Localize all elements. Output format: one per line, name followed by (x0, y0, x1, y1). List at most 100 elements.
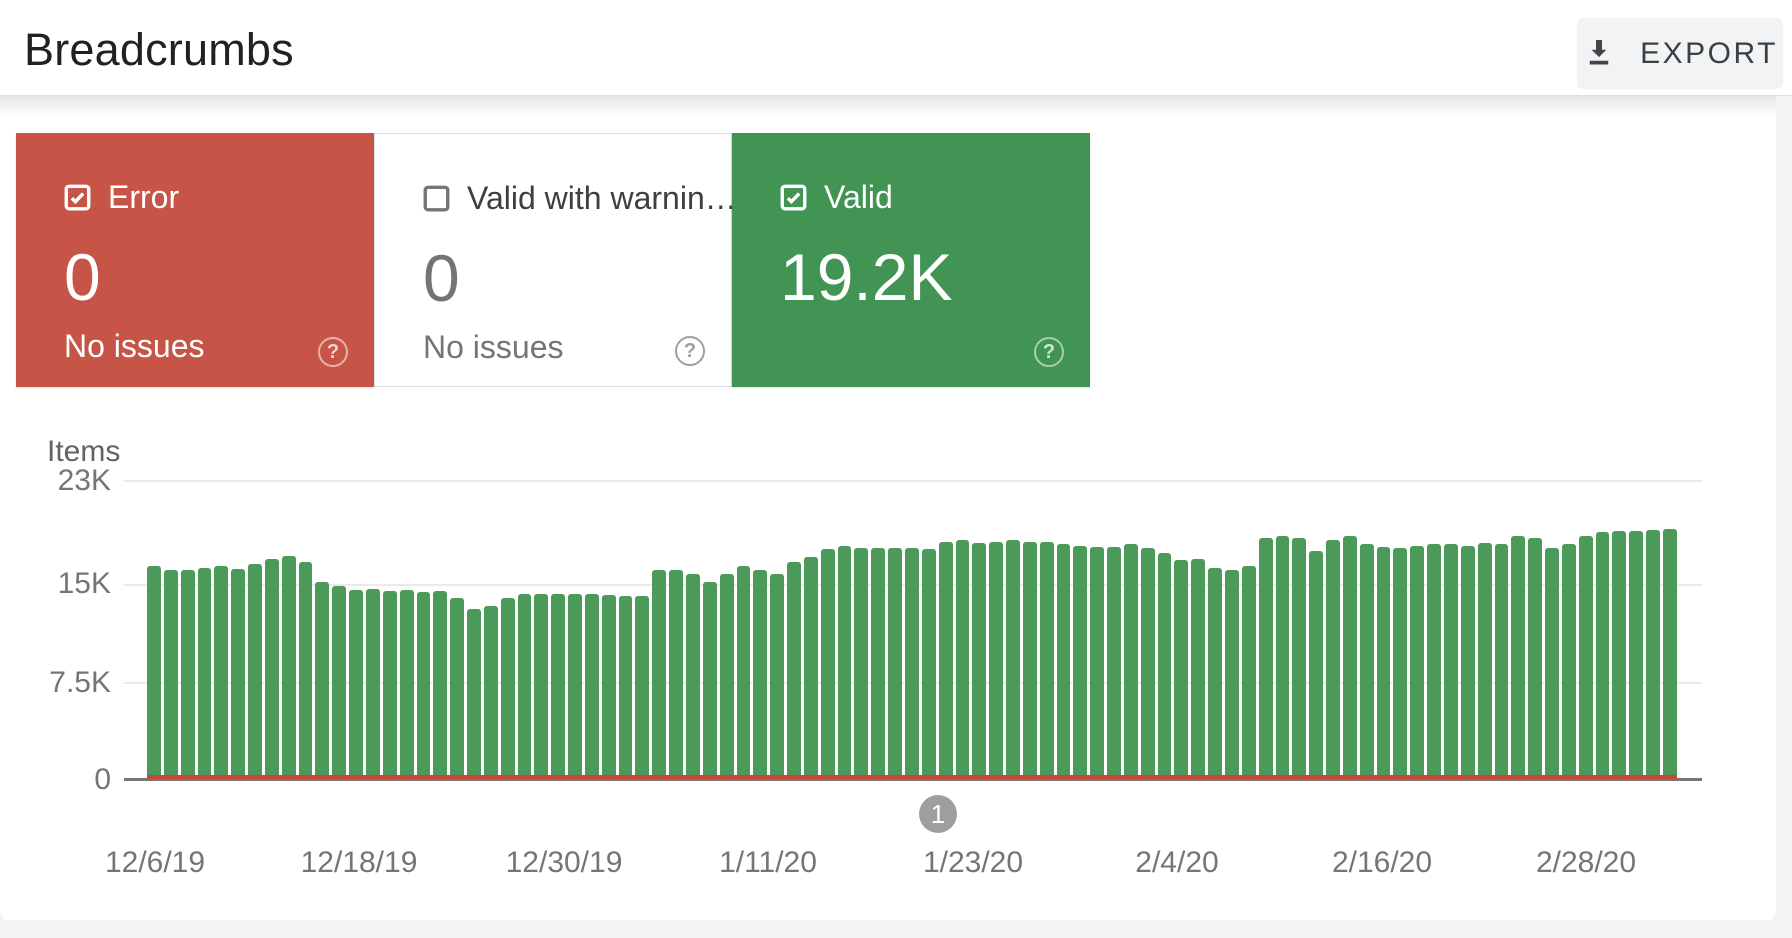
bar[interactable] (568, 594, 582, 779)
bar[interactable] (450, 598, 465, 779)
bar[interactable] (921, 549, 936, 779)
bar[interactable] (382, 591, 397, 779)
bar[interactable] (264, 559, 279, 779)
bar[interactable] (1309, 551, 1324, 779)
bar[interactable] (1477, 543, 1492, 779)
bar[interactable] (1595, 532, 1610, 779)
bar[interactable] (736, 566, 751, 779)
bar[interactable] (1561, 544, 1576, 779)
bar[interactable] (787, 562, 801, 779)
annotation-marker[interactable]: 1 (919, 795, 957, 833)
bar[interactable] (281, 556, 296, 779)
bar[interactable] (1292, 538, 1307, 779)
bar[interactable] (1039, 542, 1054, 779)
bar[interactable] (197, 568, 212, 779)
help-icon[interactable]: ? (675, 336, 705, 366)
bar[interactable] (1140, 548, 1155, 779)
bar[interactable] (1376, 547, 1391, 779)
bar[interactable] (584, 594, 599, 779)
bar[interactable] (803, 557, 818, 779)
bar[interactable] (534, 594, 549, 779)
bar[interactable] (483, 606, 498, 779)
bar[interactable] (938, 542, 953, 779)
bar[interactable] (1494, 544, 1509, 779)
bar[interactable] (1443, 544, 1458, 779)
bar[interactable] (1123, 544, 1138, 779)
bar[interactable] (601, 595, 616, 779)
bar[interactable] (416, 592, 431, 779)
bar[interactable] (1612, 531, 1627, 779)
bar[interactable] (972, 543, 987, 779)
bar[interactable] (298, 562, 313, 779)
bar[interactable] (753, 570, 768, 779)
bar[interactable] (1191, 559, 1206, 779)
bar[interactable] (669, 570, 683, 779)
checkbox-checked-icon[interactable] (64, 184, 91, 211)
bar[interactable] (1662, 529, 1677, 779)
bar[interactable] (1646, 530, 1660, 779)
valid-with-warnings-card[interactable]: Valid with warnin… 0 No issues ? (374, 133, 737, 387)
bar[interactable] (1107, 547, 1121, 779)
bar[interactable] (349, 590, 363, 779)
bar[interactable] (1410, 546, 1425, 779)
bar[interactable] (1157, 553, 1172, 779)
bar[interactable] (1174, 560, 1189, 779)
bar[interactable] (955, 540, 970, 779)
export-button[interactable]: EXPORT (1577, 18, 1783, 89)
valid-card[interactable]: Valid 19.2K ? (732, 133, 1090, 387)
bar[interactable] (332, 586, 347, 779)
bar[interactable] (904, 548, 919, 779)
bar[interactable] (1578, 536, 1593, 779)
bar[interactable] (551, 594, 566, 779)
bar[interactable] (854, 548, 869, 779)
bar[interactable] (1359, 544, 1374, 779)
bar[interactable] (1258, 538, 1273, 779)
bar[interactable] (231, 569, 246, 779)
bar[interactable] (820, 549, 835, 779)
help-icon[interactable]: ? (318, 337, 348, 367)
bar[interactable] (989, 542, 1004, 779)
bar[interactable] (719, 574, 734, 779)
bar[interactable] (770, 574, 785, 779)
bar[interactable] (1528, 538, 1543, 779)
bar[interactable] (500, 598, 515, 779)
bar[interactable] (1090, 547, 1105, 779)
bar[interactable] (635, 596, 650, 779)
bar[interactable] (702, 582, 717, 779)
bar[interactable] (618, 596, 633, 779)
bar[interactable] (686, 574, 700, 779)
bar[interactable] (1275, 536, 1290, 779)
bar[interactable] (365, 589, 380, 779)
bar[interactable] (147, 566, 161, 779)
checkbox-checked-icon[interactable] (780, 184, 807, 211)
bar[interactable] (315, 582, 330, 779)
bar[interactable] (652, 570, 667, 779)
bar[interactable] (871, 548, 886, 779)
bar[interactable] (1326, 540, 1340, 779)
bar[interactable] (1393, 548, 1408, 779)
bar[interactable] (467, 609, 481, 779)
bar[interactable] (433, 591, 448, 779)
bar[interactable] (888, 548, 902, 779)
help-icon[interactable]: ? (1034, 337, 1064, 367)
error-card[interactable]: Error 0 No issues ? (16, 133, 374, 387)
bar[interactable] (1427, 544, 1441, 779)
bar[interactable] (248, 564, 262, 779)
bar[interactable] (399, 590, 414, 779)
bar[interactable] (1208, 568, 1222, 779)
bar[interactable] (1342, 536, 1357, 779)
bar[interactable] (517, 594, 532, 779)
bar[interactable] (1460, 546, 1475, 779)
bar[interactable] (1006, 540, 1020, 779)
bar[interactable] (214, 566, 229, 779)
bar[interactable] (1225, 570, 1239, 779)
bar[interactable] (1629, 531, 1644, 779)
bar[interactable] (1545, 548, 1559, 779)
bar[interactable] (1241, 566, 1256, 779)
bar[interactable] (1511, 536, 1526, 779)
bar[interactable] (163, 570, 178, 779)
bar[interactable] (837, 546, 852, 779)
bar[interactable] (1022, 542, 1037, 779)
bar[interactable] (1073, 546, 1088, 779)
bar[interactable] (180, 570, 195, 779)
